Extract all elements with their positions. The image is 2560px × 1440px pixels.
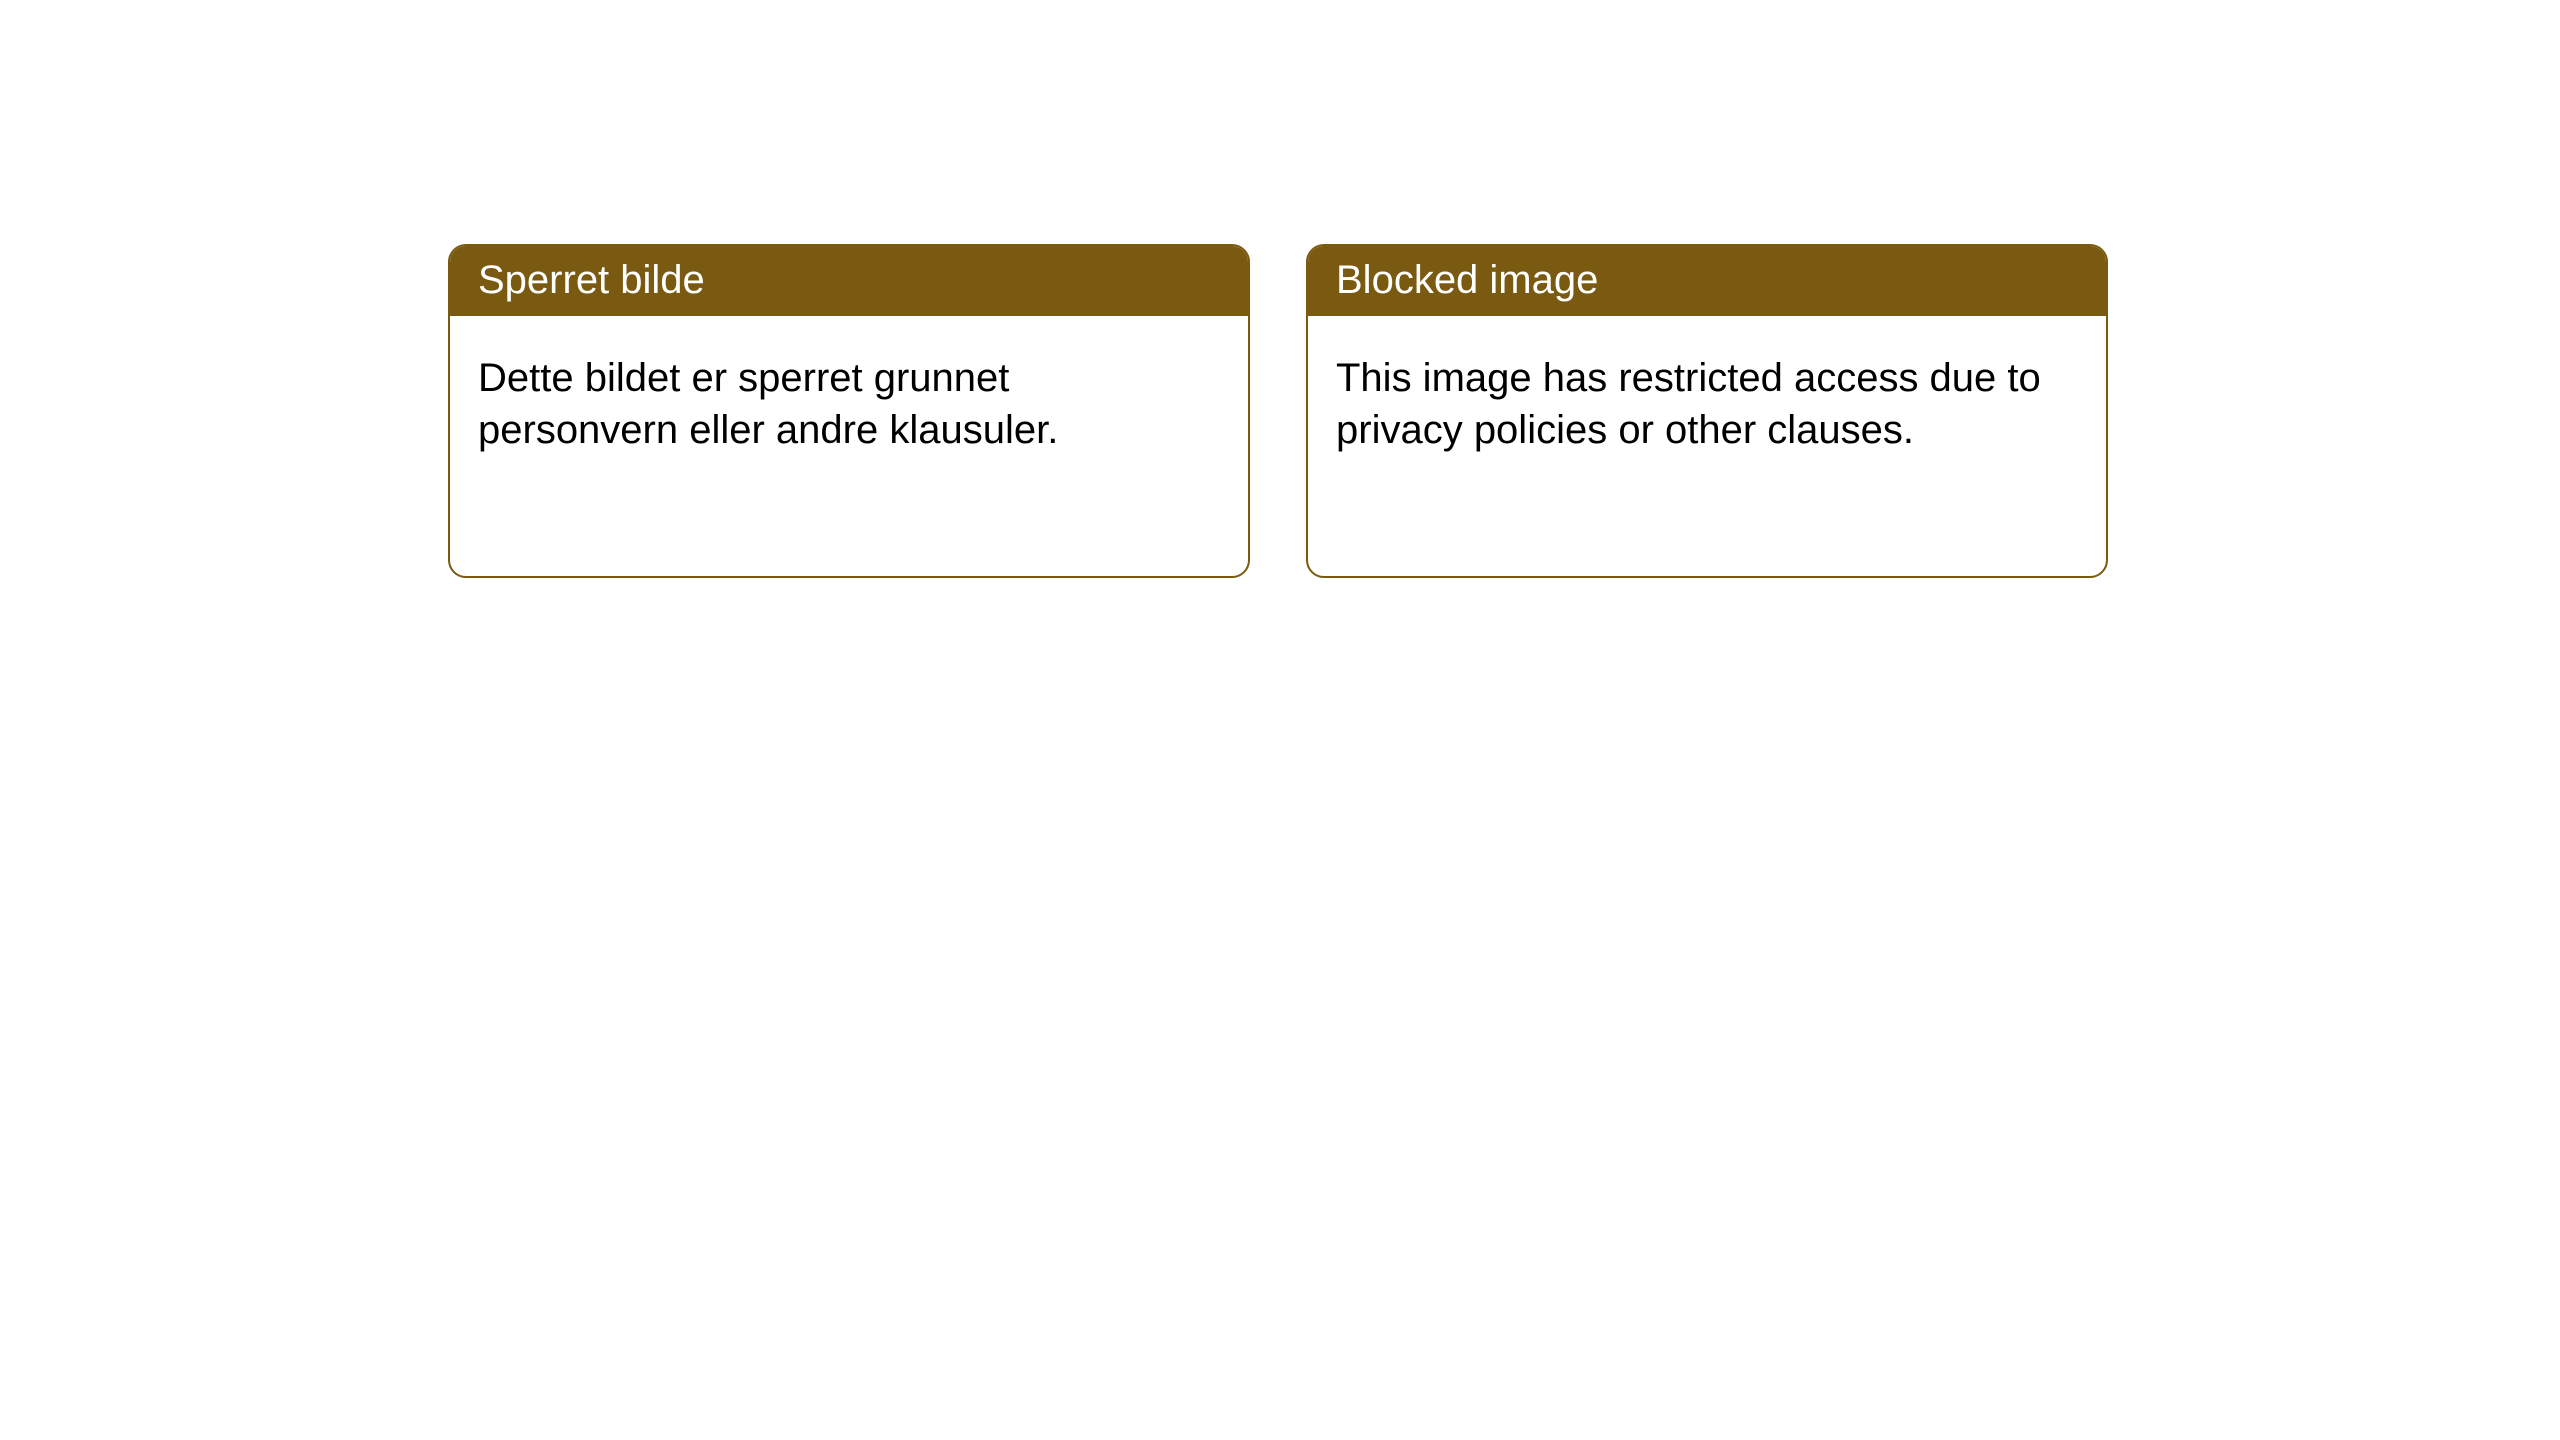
notice-header: Blocked image xyxy=(1308,246,2106,316)
notice-body: Dette bildet er sperret grunnet personve… xyxy=(450,316,1248,484)
notice-body: This image has restricted access due to … xyxy=(1308,316,2106,484)
notice-header: Sperret bilde xyxy=(450,246,1248,316)
notice-title: Blocked image xyxy=(1336,258,1598,302)
notice-message: Dette bildet er sperret grunnet personve… xyxy=(478,356,1058,452)
notice-title: Sperret bilde xyxy=(478,258,705,302)
notice-card-english: Blocked image This image has restricted … xyxy=(1306,244,2108,578)
notice-container: Sperret bilde Dette bildet er sperret gr… xyxy=(0,0,2560,578)
notice-card-norwegian: Sperret bilde Dette bildet er sperret gr… xyxy=(448,244,1250,578)
notice-message: This image has restricted access due to … xyxy=(1336,356,2041,452)
